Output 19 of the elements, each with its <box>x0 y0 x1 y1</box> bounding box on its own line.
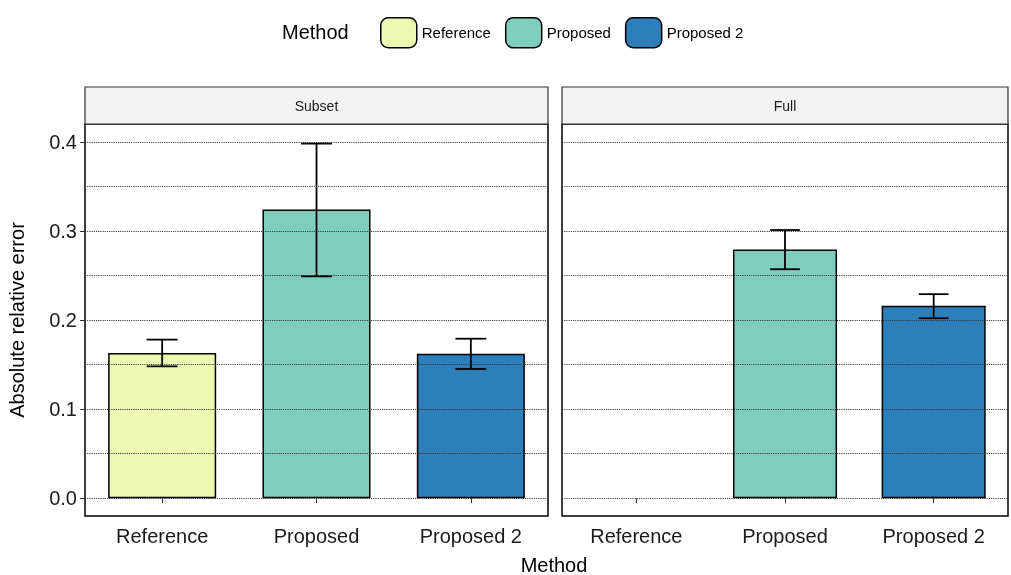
legend-label: Reference <box>421 24 491 42</box>
x-tick-label: Proposed 2 <box>882 525 985 547</box>
x-tick-label: Reference <box>116 525 209 547</box>
legend-label: Proposed 2 <box>666 24 744 42</box>
y-tick-label: 0.0 <box>49 487 77 510</box>
legend-title: Method <box>282 21 349 43</box>
x-tick-label: Reference <box>590 525 683 547</box>
x-tick-label: Proposed 2 <box>419 525 522 547</box>
chart-title: Full <box>773 97 797 114</box>
y-tick-label: 0.4 <box>49 130 77 153</box>
x-axis-title: Method <box>520 554 588 575</box>
x-tick-label: Proposed <box>742 525 828 547</box>
chart-title: Subset <box>294 97 339 114</box>
y-axis-title: Absolute relative error <box>6 221 28 418</box>
y-tick-label: 0.3 <box>49 219 77 242</box>
legend-label: Proposed <box>546 24 611 42</box>
y-tick-label: 0.2 <box>49 309 77 331</box>
x-tick-label: Proposed <box>273 525 360 547</box>
y-tick-label: 0.1 <box>49 398 77 421</box>
